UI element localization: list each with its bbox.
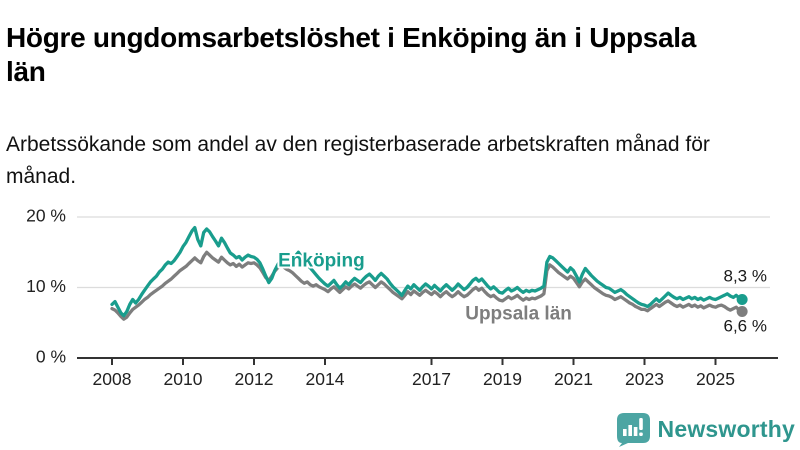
x-tick-label: 2008 (93, 369, 132, 389)
bar-chart-icon (622, 418, 643, 436)
chart-title: Högre ungdomsarbetslöshet i Enköping än … (6, 21, 697, 87)
chart-annotation: 6,6 % (723, 316, 766, 335)
x-tick-label: 2023 (625, 369, 664, 389)
chart-annotation: 8,3 % (723, 266, 766, 285)
newsworthy-wordmark: Newsworthy (657, 416, 795, 442)
series-end-dot-enköping (736, 293, 748, 305)
x-tick-label: 2010 (164, 369, 203, 389)
y-tick-label: 10 % (26, 276, 66, 296)
speech-bubble-shape (616, 413, 650, 447)
x-tick-label: 2014 (306, 369, 345, 389)
series-line-uppsala-län (110, 250, 744, 321)
x-tick-label: 2021 (554, 369, 593, 389)
x-tick-label: 2012 (235, 369, 274, 389)
series-line-enköping (110, 225, 744, 318)
newsworthy-logo: Newsworthy (616, 412, 795, 447)
x-tick-label: 2019 (483, 369, 522, 389)
x-tick-label: 2017 (412, 369, 451, 389)
newsworthy-logo-icon (616, 413, 650, 447)
series-end-dot-uppsala-län (736, 305, 748, 317)
chart-annotation: Enköping (278, 250, 365, 271)
y-tick-label: 20 % (26, 206, 66, 226)
chart-subtitle: Arbetssökande som andel av den registerb… (6, 133, 710, 188)
chart-annotation: Uppsala län (465, 304, 572, 325)
x-tick-label: 2025 (696, 369, 735, 389)
y-tick-label: 0 % (36, 347, 66, 367)
